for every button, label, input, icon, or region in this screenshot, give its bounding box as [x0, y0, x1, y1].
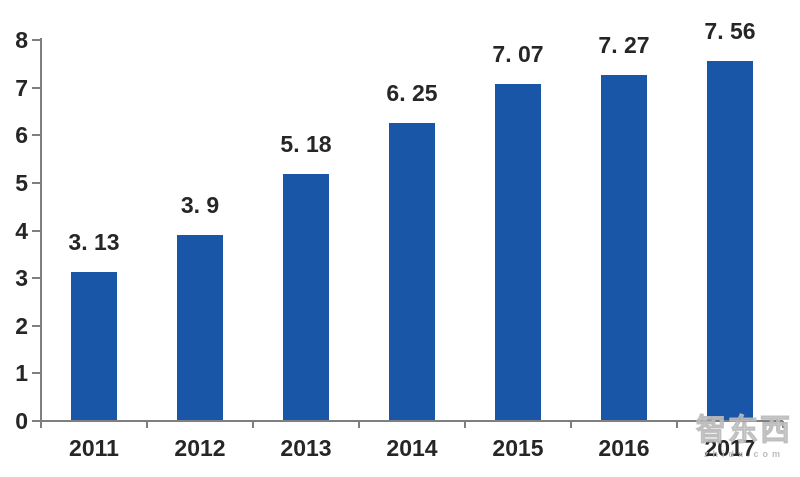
bar	[601, 74, 647, 420]
y-tick	[32, 134, 41, 137]
x-axis-line	[41, 420, 783, 422]
y-tick-label: 0	[15, 408, 28, 434]
y-tick	[32, 86, 41, 89]
x-tick	[40, 421, 42, 428]
x-tick	[464, 421, 466, 428]
y-tick	[32, 324, 41, 327]
y-tick	[32, 181, 41, 184]
y-tick	[32, 372, 41, 375]
y-tick	[32, 39, 41, 41]
y-axis-line	[40, 38, 42, 423]
bar-value-label: 3. 13	[68, 228, 120, 255]
x-tick-label: 2015	[492, 435, 544, 461]
y-tick-label: 1	[15, 360, 28, 387]
x-tick-label: 2013	[280, 435, 332, 461]
bar-value-label: 3. 9	[180, 192, 220, 219]
y-tick-label: 4	[15, 217, 28, 244]
bar	[283, 174, 329, 420]
y-tick-label: 3	[15, 265, 28, 292]
y-tick-label: 2	[15, 312, 28, 339]
bar	[71, 271, 117, 420]
bar-value-label: 6. 25	[386, 80, 438, 107]
bar-value-label: 5. 18	[280, 131, 332, 158]
bar	[495, 84, 541, 420]
x-tick-label: 2017	[704, 435, 756, 461]
x-tick-label: 2012	[174, 435, 226, 461]
x-tick-label: 2011	[69, 435, 119, 461]
bar	[707, 60, 753, 420]
y-tick	[32, 420, 41, 422]
x-tick	[782, 421, 784, 428]
y-tick-label: 8	[15, 27, 28, 53]
bar-value-label: 7. 07	[492, 41, 544, 68]
x-tick	[570, 421, 572, 428]
x-tick-label: 2016	[598, 435, 650, 461]
bar-value-label: 7. 27	[598, 31, 650, 58]
x-tick	[146, 421, 148, 428]
y-tick	[32, 277, 41, 280]
x-tick	[358, 421, 360, 428]
y-tick-label: 7	[15, 74, 28, 101]
x-tick	[252, 421, 254, 428]
bar-value-label: 7. 56	[704, 17, 756, 44]
y-tick-label: 5	[15, 169, 28, 196]
y-tick	[32, 229, 41, 232]
x-tick	[676, 421, 678, 428]
bar	[177, 235, 223, 420]
y-tick-label: 6	[15, 122, 28, 149]
x-tick-label: 2014	[386, 435, 438, 461]
bar	[389, 123, 435, 420]
